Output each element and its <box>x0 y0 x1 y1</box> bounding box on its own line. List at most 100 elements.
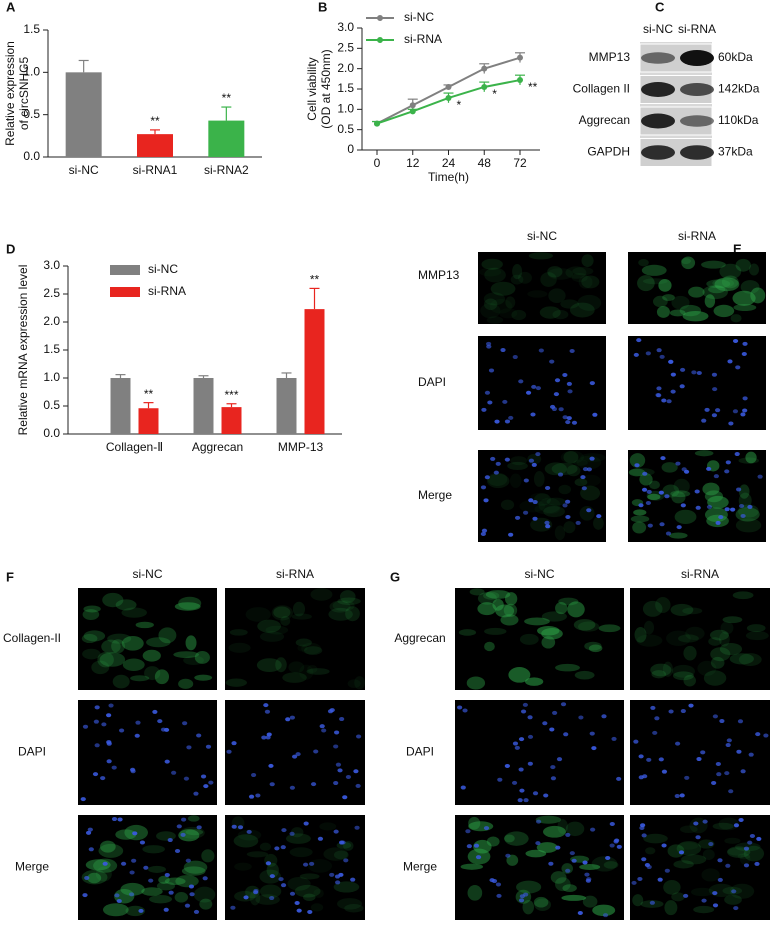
cell <box>307 664 318 674</box>
cell <box>709 629 729 641</box>
cell <box>560 450 585 464</box>
micrograph <box>225 588 365 690</box>
nucleus <box>309 861 315 866</box>
nucleus <box>313 749 319 754</box>
nucleus <box>94 743 100 748</box>
nucleus <box>658 490 664 495</box>
cell <box>490 281 516 296</box>
cell <box>562 884 577 892</box>
nucleus <box>668 709 674 714</box>
nucleus <box>566 416 572 421</box>
cell <box>656 306 670 318</box>
cell <box>655 597 671 613</box>
cell <box>560 299 579 309</box>
y-tick-label: 3.0 <box>43 258 60 272</box>
point <box>374 120 380 127</box>
nucleus <box>592 412 598 417</box>
nucleus <box>706 466 712 471</box>
cell <box>233 834 259 848</box>
nucleus <box>565 832 571 837</box>
nucleus <box>585 878 591 883</box>
cell <box>180 826 205 839</box>
cell <box>738 653 762 667</box>
cell <box>486 316 504 324</box>
cell <box>706 279 731 289</box>
significance-label: *** <box>224 388 238 402</box>
cell <box>304 646 323 655</box>
cell <box>185 829 204 836</box>
cell <box>577 621 600 632</box>
cell <box>541 611 567 622</box>
nucleus <box>565 868 571 873</box>
nucleus <box>738 504 745 509</box>
y-tick-label: 2.5 <box>337 41 354 55</box>
cell <box>347 679 361 689</box>
cell <box>506 854 519 866</box>
nucleus <box>586 508 592 513</box>
cell <box>662 661 673 677</box>
nucleus <box>338 872 344 877</box>
nucleus <box>189 892 195 897</box>
nucleus <box>581 486 587 491</box>
cell <box>669 532 688 539</box>
nucleus <box>342 795 348 800</box>
nucleus <box>660 456 666 461</box>
nucleus <box>718 515 724 520</box>
nucleus <box>117 817 123 822</box>
cell <box>569 302 595 318</box>
x-tick-label: 0 <box>374 156 381 170</box>
cell <box>628 468 646 477</box>
nucleus <box>736 749 742 754</box>
nucleus <box>747 504 753 509</box>
cell <box>738 484 750 499</box>
cell <box>555 601 568 615</box>
cell <box>636 634 663 647</box>
cell <box>183 655 204 665</box>
nucleus <box>355 783 361 788</box>
cell <box>508 667 531 683</box>
nucleus <box>523 478 529 483</box>
y-tick-label: 2.0 <box>43 314 60 328</box>
nucleus <box>601 714 607 719</box>
nucleus <box>519 894 525 899</box>
nucleus <box>560 702 567 707</box>
cell <box>158 875 170 885</box>
nucleus <box>683 469 690 474</box>
nucleus <box>508 532 514 537</box>
cell <box>543 505 566 518</box>
nucleus <box>550 765 556 770</box>
cell <box>525 677 544 686</box>
micrograph <box>630 588 770 690</box>
cell <box>149 894 173 904</box>
nucleus <box>530 412 536 417</box>
micrograph <box>225 815 365 920</box>
nucleus <box>605 855 611 860</box>
cell <box>499 308 518 319</box>
nucleus <box>678 850 685 855</box>
image-row-label: Merge <box>15 860 49 874</box>
cell <box>107 633 132 644</box>
x-tick-label: 12 <box>406 156 420 170</box>
nucleus <box>557 472 564 477</box>
cell <box>306 668 330 675</box>
nucleus <box>518 379 524 384</box>
cell <box>719 631 730 647</box>
nucleus <box>691 370 697 375</box>
blot-column-label: si-NC <box>643 22 673 36</box>
micrograph-bg <box>78 700 217 805</box>
nucleus <box>135 720 141 725</box>
cell <box>175 875 199 888</box>
cell <box>484 298 498 311</box>
image-row-label: Merge <box>418 488 452 502</box>
nucleus <box>527 761 533 766</box>
cell <box>339 590 356 604</box>
nucleus <box>226 749 232 754</box>
cell <box>225 678 247 687</box>
cell <box>737 853 751 860</box>
nucleus <box>269 874 275 879</box>
nucleus <box>551 407 558 412</box>
nucleus <box>310 782 317 787</box>
nucleus <box>715 520 721 525</box>
nucleus <box>523 798 529 803</box>
nucleus <box>665 531 672 536</box>
